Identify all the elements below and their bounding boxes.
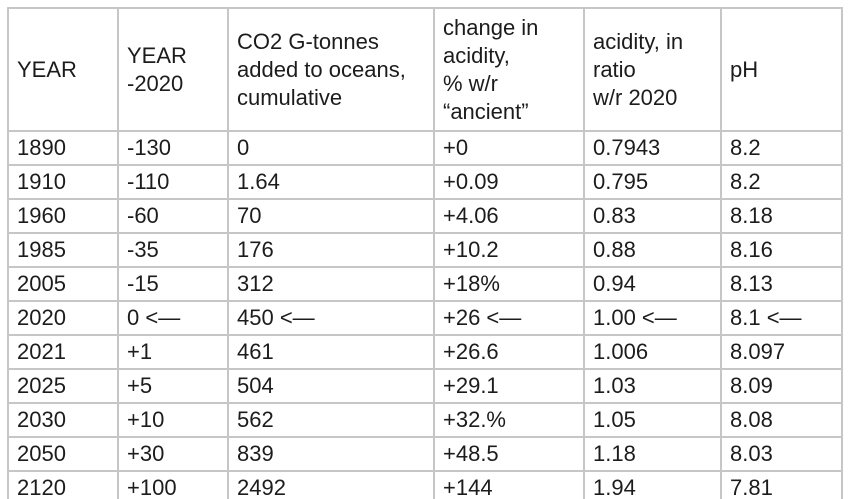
table-cell: 8.13 — [720, 266, 843, 302]
ocean-acidification-table: YEAR YEAR -2020 CO2 G-tonnes added to oc… — [7, 7, 843, 499]
table-cell: 2030 — [7, 402, 119, 438]
column-header-change-in-acidity: change in acidity, % w/r “ancient” — [433, 7, 585, 132]
table-cell: +0.09 — [433, 164, 585, 200]
table-cell: 8.2 — [720, 130, 843, 166]
table-row: 2120 +100 2492 +144 1.94 7.81 — [7, 470, 843, 499]
table-cell: 312 — [227, 266, 435, 302]
table-row: 2050 +30 839 +48.5 1.18 8.03 — [7, 436, 843, 472]
table-row: 1910 -110 1.64 +0.09 0.795 8.2 — [7, 164, 843, 200]
table-cell: 1.64 — [227, 164, 435, 200]
table-row: 1890 -130 0 +0 0.7943 8.2 — [7, 130, 843, 166]
table-cell: 2005 — [7, 266, 119, 302]
table-cell: 504 — [227, 368, 435, 404]
table-row: 2025 +5 504 +29.1 1.03 8.09 — [7, 368, 843, 404]
table-cell: +10 — [117, 402, 229, 438]
table-header-row: YEAR YEAR -2020 CO2 G-tonnes added to oc… — [7, 7, 843, 132]
table-cell: 8.1 <— — [720, 300, 843, 336]
table-cell: 2120 — [7, 470, 119, 499]
table-cell: 8.2 — [720, 164, 843, 200]
table-cell: +10.2 — [433, 232, 585, 268]
column-header-ph: pH — [720, 7, 843, 132]
table-cell: 2025 — [7, 368, 119, 404]
table-cell: 0 — [227, 130, 435, 166]
table-row: 2021 +1 461 +26.6 1.006 8.097 — [7, 334, 843, 370]
table-row: 2030 +10 562 +32.% 1.05 8.08 — [7, 402, 843, 438]
table-cell: +100 — [117, 470, 229, 499]
table-cell: 8.16 — [720, 232, 843, 268]
table-cell: 1.006 — [583, 334, 722, 370]
table-cell: 2050 — [7, 436, 119, 472]
table-row: 2005 -15 312 +18% 0.94 8.13 — [7, 266, 843, 302]
table-cell: 1960 — [7, 198, 119, 234]
table-cell: +18% — [433, 266, 585, 302]
table-cell: +30 — [117, 436, 229, 472]
table-body: 1890 -130 0 +0 0.7943 8.2 1910 -110 1.64… — [7, 130, 843, 499]
table-cell: 0.83 — [583, 198, 722, 234]
table-cell: +48.5 — [433, 436, 585, 472]
table-cell: 1.94 — [583, 470, 722, 499]
table-cell: 2021 — [7, 334, 119, 370]
table-cell: 176 — [227, 232, 435, 268]
column-header-acidity-ratio: acidity, in ratio w/r 2020 — [583, 7, 722, 132]
table-row-2020-baseline: 2020 0 <— 450 <— +26 <— 1.00 <— 8.1 <— — [7, 300, 843, 336]
table-cell: 8.097 — [720, 334, 843, 370]
table-cell: +5 — [117, 368, 229, 404]
table-cell: 2020 — [7, 300, 119, 336]
table-cell: 7.81 — [720, 470, 843, 499]
column-header-year: YEAR — [7, 7, 119, 132]
column-header-year-minus-2020: YEAR -2020 — [117, 7, 229, 132]
table-cell: 450 <— — [227, 300, 435, 336]
table-cell: -35 — [117, 232, 229, 268]
table-cell: 8.09 — [720, 368, 843, 404]
table-cell: 1.03 — [583, 368, 722, 404]
table-cell: 70 — [227, 198, 435, 234]
table-cell: 461 — [227, 334, 435, 370]
table-cell: 8.03 — [720, 436, 843, 472]
table-cell: +29.1 — [433, 368, 585, 404]
table-row: 1960 -60 70 +4.06 0.83 8.18 — [7, 198, 843, 234]
table-cell: 1.05 — [583, 402, 722, 438]
table-cell: 839 — [227, 436, 435, 472]
table-cell: +26.6 — [433, 334, 585, 370]
table-cell: 562 — [227, 402, 435, 438]
table-cell: 8.08 — [720, 402, 843, 438]
table-cell: +1 — [117, 334, 229, 370]
table-cell: 0.7943 — [583, 130, 722, 166]
table-cell: 0.94 — [583, 266, 722, 302]
table-cell: 1.00 <— — [583, 300, 722, 336]
table-cell: 1910 — [7, 164, 119, 200]
table-cell: 0.88 — [583, 232, 722, 268]
table-cell: +4.06 — [433, 198, 585, 234]
table-cell: 2492 — [227, 470, 435, 499]
table-cell: +26 <— — [433, 300, 585, 336]
table-cell: 1985 — [7, 232, 119, 268]
table-cell: -110 — [117, 164, 229, 200]
table-cell: +144 — [433, 470, 585, 499]
table-cell: 8.18 — [720, 198, 843, 234]
table-cell: -15 — [117, 266, 229, 302]
table-cell: 1890 — [7, 130, 119, 166]
table-cell: -60 — [117, 198, 229, 234]
table-cell: 0.795 — [583, 164, 722, 200]
table-cell: -130 — [117, 130, 229, 166]
table-cell: 1.18 — [583, 436, 722, 472]
table-cell: +32.% — [433, 402, 585, 438]
table-row: 1985 -35 176 +10.2 0.88 8.16 — [7, 232, 843, 268]
table-cell: 0 <— — [117, 300, 229, 336]
table-cell: +0 — [433, 130, 585, 166]
column-header-co2-gtonnes: CO2 G-tonnes added to oceans, cumulative — [227, 7, 435, 132]
